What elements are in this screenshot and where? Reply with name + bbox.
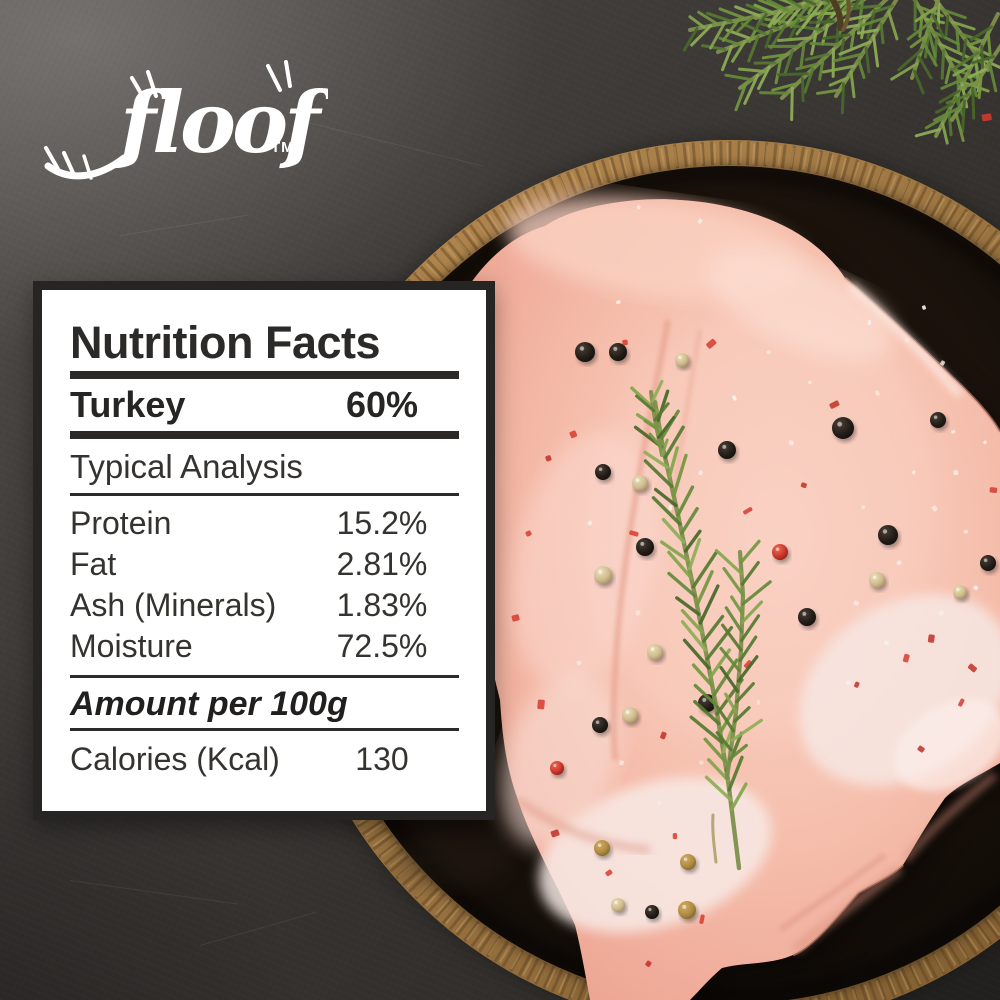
ingredient-row: Turkey 60% — [70, 385, 459, 425]
analysis-label: Moisture — [70, 628, 193, 664]
divider-thin — [70, 493, 459, 496]
analysis-row: Fat 2.81% — [70, 544, 459, 585]
analysis-row: Moisture 72.5% — [70, 626, 459, 667]
analysis-row: Ash (Minerals) 1.83% — [70, 585, 459, 626]
salt-crystals — [576, 205, 987, 805]
logo-wordmark: floof — [115, 73, 328, 172]
peppercorns — [511, 113, 998, 967]
analysis-value: 15.2% — [336, 505, 428, 541]
feather-flourish — [44, 60, 292, 180]
floof-logo: floof TM — [44, 60, 328, 180]
analysis-value: 72.5% — [336, 628, 428, 664]
trademark-symbol: TM — [271, 139, 295, 156]
ingredient-label: Turkey — [70, 384, 186, 425]
rosemary-garnish-top — [682, 0, 1000, 145]
analysis-label: Protein — [70, 505, 172, 541]
analysis-label: Ash (Minerals) — [70, 587, 277, 623]
calories-label: Calories (Kcal) — [70, 741, 280, 777]
nutrition-title: Nutrition Facts — [70, 317, 381, 368]
amount-heading: Amount per 100g — [70, 685, 348, 723]
divider-thin — [70, 728, 459, 731]
calories-value: 130 — [355, 741, 409, 777]
section-heading: Typical Analysis — [70, 448, 303, 485]
analysis-value: 2.81% — [336, 546, 428, 582]
ingredient-value: 60% — [345, 384, 419, 425]
divider-thick — [70, 431, 459, 439]
analysis-row: Protein 15.2% — [70, 503, 459, 544]
analysis-label: Fat — [70, 546, 117, 582]
analysis-value: 1.83% — [336, 587, 428, 623]
nutrition-facts-panel: Nutrition Facts Turkey 60% Typical Analy… — [33, 281, 495, 820]
rosemary-sprig — [630, 379, 772, 871]
divider-thin — [70, 675, 459, 678]
calories-row: Calories (Kcal) 130 — [70, 739, 459, 780]
divider-thick — [70, 371, 459, 379]
analysis-rows: Protein 15.2% Fat 2.81% Ash (Minerals) 1… — [70, 503, 459, 667]
